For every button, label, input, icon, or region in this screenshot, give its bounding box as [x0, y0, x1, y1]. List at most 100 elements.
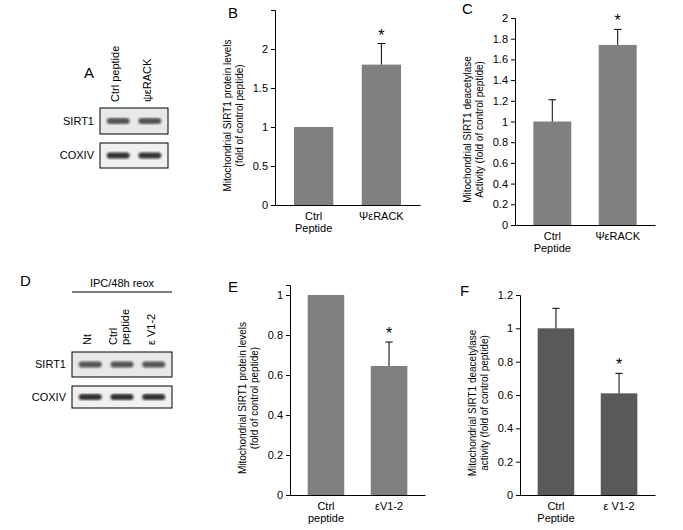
plot-area: [533, 29, 636, 225]
tick-label: CtrlPeptide: [295, 210, 332, 235]
blot-frame: [100, 143, 168, 168]
error-bar: [389, 342, 390, 366]
tick-mark: [511, 225, 515, 226]
panel-label: C: [462, 0, 473, 17]
axis-line: [516, 296, 521, 496]
bar: [294, 127, 333, 205]
significance-marker: *: [386, 325, 392, 342]
lane-label: ψεRACK: [141, 58, 153, 102]
error-bar: [555, 308, 556, 328]
tick-mark: [271, 205, 275, 206]
western-blot: A Ctrl peptide ψεRACK SIRT1 COXIV: [60, 46, 168, 168]
row-label: SIRT1: [63, 115, 94, 127]
tick-mark: [516, 328, 520, 329]
plot-area: [308, 295, 408, 495]
text-line: Ctrl: [305, 210, 322, 222]
tick-label: 1.6: [493, 53, 508, 65]
y-axis: 00.511.52: [253, 11, 276, 212]
axis-line: [511, 19, 516, 226]
x-axis: Ctrlpeptide εV1-2: [291, 496, 426, 525]
x-axis: CtrlPeptideε V1-2: [521, 496, 656, 525]
text-line: peptide: [119, 309, 131, 345]
figure-svg: B00.511.52CtrlPeptideΨεRACKMitochondrial…: [0, 0, 683, 530]
significance-marker: *: [616, 356, 622, 373]
tick-mark: [511, 80, 515, 81]
text-line: Mitochondrial SIRT1 protein levels: [222, 39, 233, 191]
bar: [538, 328, 575, 495]
tick: 0.8: [493, 136, 515, 148]
tick-label: 0.6: [268, 369, 283, 381]
text-line: Peptide: [534, 242, 571, 254]
tick-label: 0.8: [493, 136, 508, 148]
tick-label: Ctrlpeptide: [308, 500, 344, 525]
text-line: ΨεRACK: [595, 230, 640, 242]
tick-mark: [516, 362, 520, 363]
tick-label: 1: [507, 322, 513, 334]
panel-label: A: [84, 64, 94, 81]
error-bar: [619, 373, 620, 393]
tick-label: 1: [502, 116, 508, 128]
tick-mark: [511, 184, 515, 185]
tick-label: 0.5: [253, 160, 268, 172]
row-label: COXIV: [32, 391, 67, 403]
tick: 0.4: [493, 178, 515, 190]
tick: 0.6: [498, 389, 520, 401]
text-line: activity (fold of control peptide): [479, 335, 490, 471]
text-line: ψεRACK: [141, 58, 153, 102]
tick-label: 0.2: [498, 456, 513, 468]
tick-label: 0.6: [498, 389, 513, 401]
tick: 1.5: [253, 82, 275, 94]
error-cap: [552, 308, 559, 309]
tick-label: CtrlPeptide: [534, 230, 571, 255]
blot-band: [138, 153, 161, 159]
tick-label: 2: [262, 43, 268, 55]
tick-mark: [516, 295, 520, 296]
tick-label: 0.2: [268, 449, 283, 461]
blot-band: [79, 394, 102, 400]
tick: 1.6: [493, 53, 515, 65]
bar: [601, 393, 638, 495]
blot-band: [142, 362, 165, 368]
axis-line: [271, 11, 276, 206]
tick-label: 1.2: [498, 289, 513, 301]
tick-mark: [286, 375, 290, 376]
tick-mark: [286, 455, 290, 456]
tick-mark: [516, 395, 520, 396]
tick: 1: [262, 121, 275, 133]
tick-mark: [286, 495, 290, 496]
tick: εV1-2: [375, 500, 403, 512]
lane-label: Ctrl peptide: [109, 46, 121, 102]
text-line: Ctrl: [107, 328, 119, 345]
axis-line: [291, 495, 426, 496]
tick-mark: [511, 18, 515, 19]
blot-band: [107, 118, 130, 124]
y-axis: 00.20.40.60.811.21.41.61.82: [493, 12, 516, 231]
tick-mark: [271, 88, 275, 89]
tick: 1: [502, 116, 515, 128]
tick-label: 0.2: [493, 198, 508, 210]
text-line: ε V1-2: [145, 314, 157, 345]
tick-label: ε V1-2: [603, 500, 634, 512]
tick-label: 1.2: [493, 95, 508, 107]
text-line: ΨεRACK: [359, 210, 404, 222]
text-line: (fold of control peptide): [249, 347, 260, 449]
tick-label: 0.8: [498, 356, 513, 368]
tick: 0: [502, 219, 515, 231]
tick-label: 1: [277, 289, 283, 301]
axis-line: [521, 495, 656, 496]
tick-mark: [286, 295, 290, 296]
blot-band: [138, 118, 161, 124]
tick-label: 0.4: [498, 422, 513, 434]
tick-mark: [271, 127, 275, 128]
row-label: COXIV: [60, 149, 95, 161]
tick-mark: [511, 204, 515, 205]
tick-mark: [516, 428, 520, 429]
blot-band: [142, 394, 165, 400]
significance-marker: *: [378, 27, 384, 44]
plot-area: [294, 44, 401, 205]
lane-label: Nt: [81, 334, 93, 345]
tick: ΨεRACK: [595, 230, 640, 242]
tick-label: 1.8: [493, 33, 508, 45]
tick-label: 1.5: [253, 82, 268, 94]
text-line: (fold of control peptide): [234, 64, 245, 166]
